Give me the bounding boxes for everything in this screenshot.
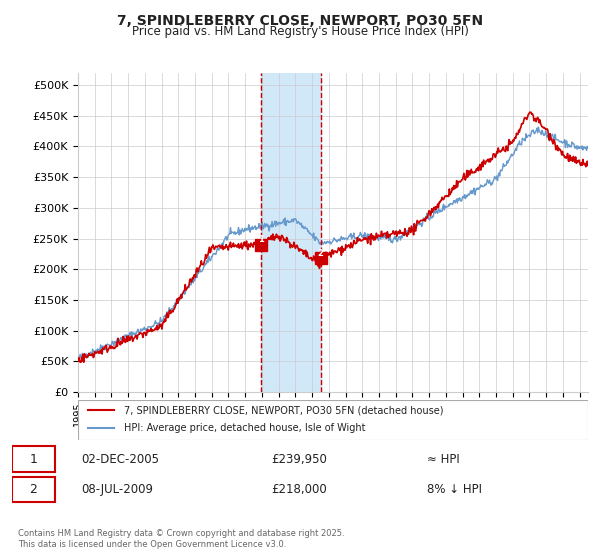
Text: Price paid vs. HM Land Registry's House Price Index (HPI): Price paid vs. HM Land Registry's House …	[131, 25, 469, 38]
Text: 2: 2	[29, 483, 37, 496]
Text: 1: 1	[29, 452, 37, 466]
Text: HPI: Average price, detached house, Isle of Wight: HPI: Average price, detached house, Isle…	[124, 423, 365, 433]
Text: 2: 2	[318, 249, 324, 258]
Text: 1: 1	[257, 235, 263, 244]
FancyBboxPatch shape	[12, 446, 55, 472]
Text: £239,950: £239,950	[271, 452, 327, 466]
Text: 7, SPINDLEBERRY CLOSE, NEWPORT, PO30 5FN: 7, SPINDLEBERRY CLOSE, NEWPORT, PO30 5FN	[117, 14, 483, 28]
Text: ≈ HPI: ≈ HPI	[427, 452, 460, 466]
Bar	[260, 73, 321, 392]
Text: Contains HM Land Registry data © Crown copyright and database right 2025.
This d: Contains HM Land Registry data © Crown c…	[18, 529, 344, 549]
Text: 8% ↓ HPI: 8% ↓ HPI	[427, 483, 482, 496]
Text: 02-DEC-2005: 02-DEC-2005	[81, 452, 159, 466]
FancyBboxPatch shape	[78, 400, 588, 440]
Text: 7, SPINDLEBERRY CLOSE, NEWPORT, PO30 5FN (detached house): 7, SPINDLEBERRY CLOSE, NEWPORT, PO30 5FN…	[124, 405, 443, 415]
Text: £218,000: £218,000	[271, 483, 327, 496]
FancyBboxPatch shape	[12, 477, 55, 502]
Text: 08-JUL-2009: 08-JUL-2009	[81, 483, 153, 496]
